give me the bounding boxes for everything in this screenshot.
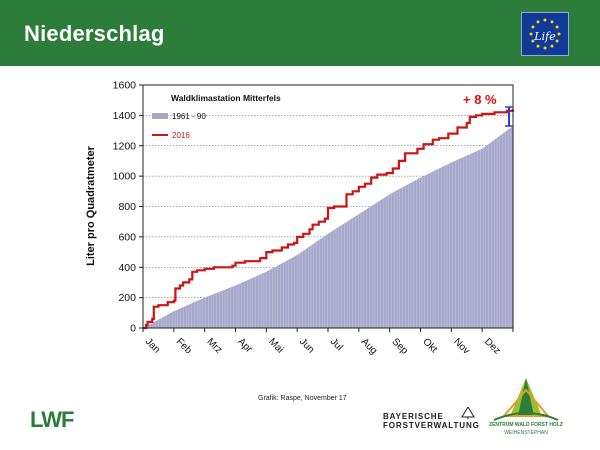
x-tick-label: Mrz (205, 336, 225, 356)
eu-star (543, 46, 547, 50)
series-1961-90-hatch (144, 127, 512, 328)
eu-star (555, 25, 559, 29)
y-tick-label: 200 (118, 292, 136, 304)
bayern-forst-logo: BAYERISCHE FORSTVERWALTUNG (383, 407, 480, 430)
y-tick-label: 600 (118, 231, 136, 243)
eu-star (555, 39, 559, 43)
chart-caption: Grafik: Raspe, November 17 (258, 395, 347, 402)
eu-star (531, 25, 535, 29)
y-axis-ticks: 0 200 400 600 800 1000 1200 1400 1600 (113, 80, 143, 335)
y-tick-label: 1200 (113, 140, 137, 152)
eu-star (536, 20, 540, 24)
x-axis-ticks: Jan Feb Mrz Apr Mai Jun Jul Aug Sep Okt Nov Dez (142, 328, 514, 357)
x-tick-label: Feb (174, 336, 194, 356)
slide-title: Niederschlag (24, 21, 165, 46)
eu-star (550, 44, 554, 48)
series-1961-90-area (143, 126, 513, 328)
legend-label-1961-90: 1961 - 90 (172, 112, 206, 121)
chart-title: Waldklimastation Mitterfels (171, 93, 281, 103)
x-tick-label: Apr (235, 336, 254, 355)
lwf-logo: LWF (30, 405, 80, 438)
eu-star (557, 32, 561, 36)
x-tick-label: Nov (451, 336, 471, 356)
x-tick-label: Mai (266, 336, 285, 355)
legend-swatch-1961-90 (152, 113, 168, 119)
y-tick-label: 800 (118, 201, 136, 213)
precipitation-chart: 0 200 400 600 800 1000 1200 1400 1600 Jan Feb Mrz A… (85, 80, 515, 357)
x-tick-label: Okt (420, 336, 439, 355)
slide-header: Niederschlag Life (0, 0, 600, 66)
y-axis-label: Liter pro Quadratmeter (85, 145, 97, 266)
y-tick-label: 400 (118, 262, 136, 274)
x-tick-label: Sep (390, 336, 411, 357)
bayern-logo-line2: FORSTVERWALTUNG (383, 421, 480, 430)
eu-star (536, 44, 540, 48)
series-2016-line (143, 109, 515, 330)
difference-bracket (505, 106, 513, 127)
y-tick-label: 1400 (113, 110, 137, 122)
lwf-logo-mark: LWF (30, 407, 75, 432)
y-tick-label: 0 (130, 323, 136, 335)
x-tick-label: Aug (359, 336, 379, 356)
eu-star (543, 18, 547, 22)
bayern-tree-icon (461, 407, 475, 419)
increase-annotation: + 8 % (463, 92, 497, 107)
zwfh-subtitle: WEIHENSTEPHAN (504, 430, 548, 436)
eu-life-text: Life (533, 30, 556, 43)
zwfh-name: ZENTRUM WALD FORST HOLZ (489, 422, 563, 428)
bayern-logo-line1: BAYERISCHE (383, 412, 444, 421)
x-tick-label: Jan (143, 336, 162, 355)
zwfh-mountain-icon (493, 378, 559, 421)
eu-life-logo: Life (521, 12, 569, 56)
eu-star (550, 20, 554, 24)
eu-stars-icon: Life (529, 18, 561, 50)
y-tick-label: 1000 (113, 171, 137, 183)
legend-label-2016: 2016 (172, 131, 190, 140)
eu-star (529, 32, 533, 36)
x-tick-label: Dez (482, 336, 502, 356)
x-tick-label: Jun (297, 336, 316, 355)
x-tick-label: Jul (328, 336, 345, 353)
zwfh-logo: ZENTRUM WALD FORST HOLZ WEIHENSTEPHAN (474, 376, 578, 446)
y-tick-label: 1600 (113, 80, 137, 92)
eu-star (531, 39, 535, 43)
lwf-logo-text: LWF (30, 407, 74, 432)
plot-frame (142, 84, 514, 329)
